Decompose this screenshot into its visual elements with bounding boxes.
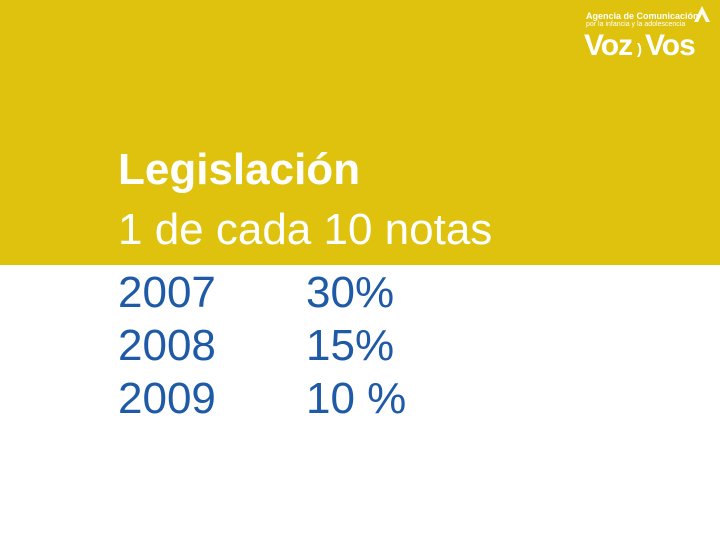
brand-separator: ) [637,41,642,58]
brand-logo: Agencia de Comunicación por la infancia … [580,4,716,74]
stats-row: 2007 30% [118,266,438,319]
brand-word-voz: Voz [584,29,633,62]
stats-row: 2008 15% [118,319,438,372]
stats-list: 2007 30% 2008 15% 2009 10 % [118,266,438,425]
brand-word-vos: Vos [645,29,696,62]
header-band [0,0,720,265]
stat-value: 30% [306,268,395,317]
stats-row: 2009 10 % [118,372,438,425]
stat-value: 10 % [306,374,407,423]
page-subtitle: 1 de cada 10 notas [118,205,493,254]
stat-year: 2007 [118,268,216,317]
stat-year: 2009 [118,374,216,423]
page-title: Legislación [118,145,361,194]
stat-value: 15% [306,321,395,370]
stat-year: 2008 [118,321,216,370]
brand-line-1: Agencia de Comunicación [586,11,699,21]
brand-line-2: por la infancia y la adolescencia [586,21,686,28]
brand-mark-icon [694,6,710,22]
